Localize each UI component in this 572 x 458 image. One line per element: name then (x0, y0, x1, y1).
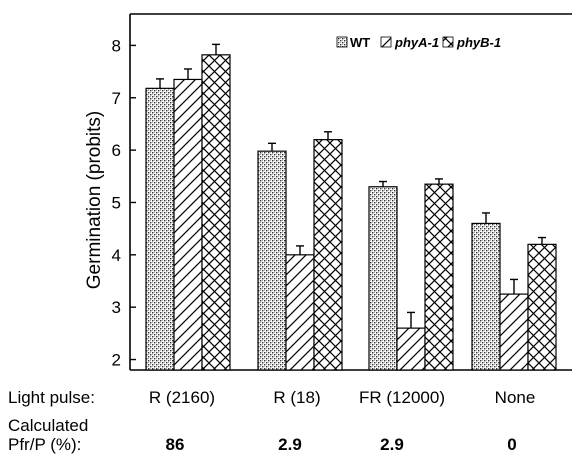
pfr-label: Pfr/P (%): (8, 435, 82, 454)
bar-wt (145, 87, 175, 371)
category-label: FR (12000) (359, 388, 445, 407)
light-pulse-label: Light pulse: (8, 388, 95, 407)
y-tick-label: 8 (112, 36, 121, 55)
category-label: R (2160) (148, 388, 216, 407)
bar-phyb (201, 54, 231, 371)
y-tick-label: 6 (112, 141, 121, 160)
bar-phya (285, 254, 315, 371)
y-axis-ticks: 2 3 4 5 6 7 8 (112, 36, 136, 370)
bar-phyb (527, 243, 557, 371)
pfr-value: 86 (165, 435, 185, 454)
bars-group (145, 43, 557, 371)
bar-phya (499, 293, 529, 371)
legend-label-wt: WT (350, 35, 370, 50)
bar-wt (368, 186, 398, 371)
pfr-value: 2.9 (278, 435, 302, 454)
bar-phya (173, 78, 203, 371)
y-tick-label: 7 (112, 89, 121, 108)
legend-swatch-wt (336, 36, 348, 48)
legend-swatch-phya (380, 36, 392, 48)
bar-phyb (424, 183, 454, 371)
y-tick-label: 4 (112, 246, 121, 265)
legend-label-phya: phyA-1 (394, 35, 439, 50)
y-tick-label: 5 (112, 193, 121, 212)
y-tick-label: 2 (112, 351, 121, 370)
pfr-value: 0 (507, 435, 517, 454)
y-tick-label: 3 (112, 298, 121, 317)
pfr-value: 2.9 (380, 435, 404, 454)
calculated-label: Calculated (8, 416, 89, 435)
category-label: None (494, 388, 536, 407)
legend-swatch-phyb (442, 36, 454, 48)
bar-wt (471, 222, 501, 371)
y-axis-title: Germination (probits) (84, 111, 105, 289)
bar-phya (396, 327, 426, 371)
bar-phyb (313, 139, 343, 371)
category-label: R (18) (273, 388, 321, 407)
bar-wt (257, 150, 287, 371)
legend: WT phyA-1 phyB-1 (336, 35, 501, 50)
legend-label-phyb: phyB-1 (456, 35, 501, 50)
